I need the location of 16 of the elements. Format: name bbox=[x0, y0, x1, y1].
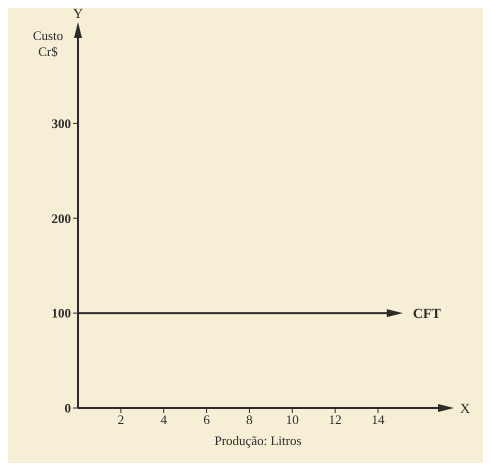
x-tick-label: 6 bbox=[203, 412, 210, 428]
text: Y bbox=[73, 7, 84, 22]
x-axis-title: Produção: Litros bbox=[214, 433, 302, 448]
x-tick-label: 10 bbox=[286, 412, 299, 428]
x-tick-label: 14 bbox=[372, 412, 385, 428]
x-tick-label: 2 bbox=[118, 412, 124, 428]
y-tick-label: 0 bbox=[64, 400, 71, 416]
y-axis-title: Custo Cr$ bbox=[32, 28, 64, 59]
text: X bbox=[460, 402, 470, 417]
y-tick-label: 200 bbox=[52, 210, 71, 226]
x-tick-label: 12 bbox=[328, 412, 342, 428]
y-tick-label: 100 bbox=[52, 306, 71, 321]
x-tick-label: 4 bbox=[160, 412, 168, 428]
series-label: CFT bbox=[412, 307, 442, 322]
y-tick-label: 300 bbox=[52, 116, 71, 131]
x-tick-label: 8 bbox=[246, 412, 253, 428]
